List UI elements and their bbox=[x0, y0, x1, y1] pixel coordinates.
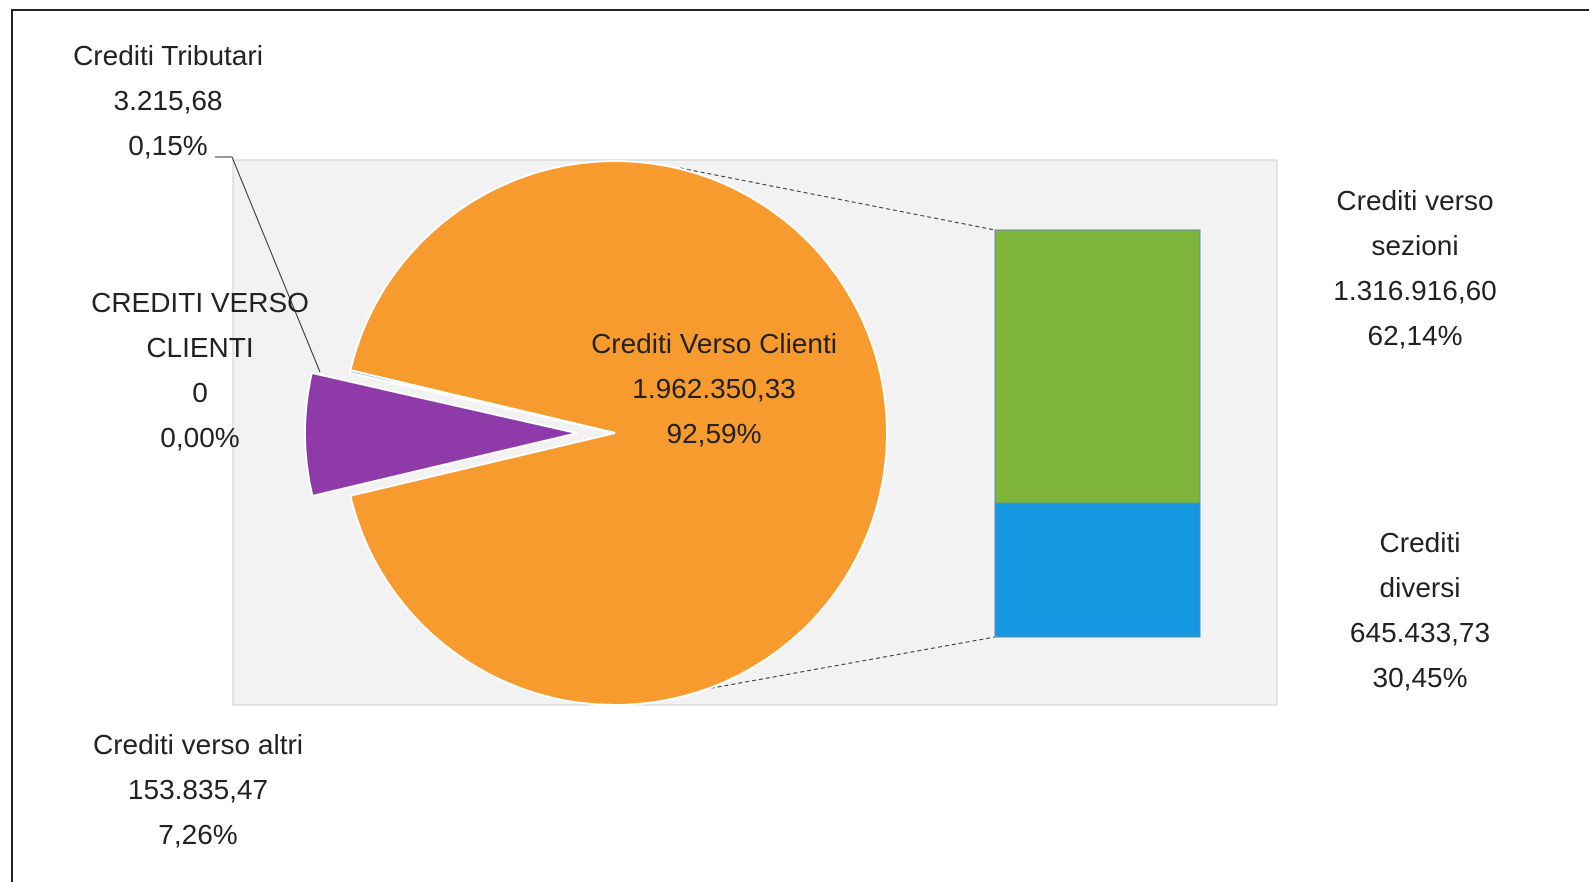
label-line: Crediti Verso Clienti bbox=[591, 328, 837, 359]
bar-segment bbox=[994, 502, 1201, 638]
label-line: 0,00% bbox=[160, 422, 240, 453]
data-label: Crediti verso sezioni 1.316.916,60 62,14% bbox=[1305, 178, 1525, 358]
label-line: Crediti verso altri bbox=[92, 729, 304, 760]
label-line: 0 bbox=[192, 377, 208, 408]
label-line: 92,59% bbox=[666, 418, 762, 449]
data-label: Crediti verso altri 153.835,47 7,26% bbox=[93, 722, 303, 857]
label-line: Crediti verso sezioni bbox=[1336, 185, 1494, 261]
data-label: Crediti Verso Clienti 1.962.350,33 92,59% bbox=[591, 321, 837, 456]
label-line: 153.835,47 bbox=[127, 774, 269, 805]
pie-slice bbox=[304, 371, 578, 498]
label-line: 0,15% bbox=[128, 130, 208, 161]
connector bbox=[679, 167, 996, 231]
label-line: 1.962.350,33 bbox=[632, 373, 796, 404]
label-line: Crediti Tributari bbox=[73, 40, 263, 71]
label-line: 645.433,73 bbox=[1349, 617, 1491, 648]
data-label: Crediti Tributari 3.215,68 0,15% bbox=[73, 33, 263, 168]
data-label: CREDITI VERSO CLIENTI 0 0,00% bbox=[80, 280, 320, 460]
label-line: Crediti diversi bbox=[1379, 527, 1461, 603]
bar-segment bbox=[994, 229, 1201, 504]
label-line: CREDITI VERSO CLIENTI bbox=[91, 287, 309, 363]
label-line: 3.215,68 bbox=[113, 85, 223, 116]
data-label: Crediti diversi 645.433,73 30,45% bbox=[1336, 520, 1505, 700]
label-line: 1.316.916,60 bbox=[1333, 275, 1497, 306]
label-line: 7,26% bbox=[158, 819, 238, 850]
label-line: 30,45% bbox=[1372, 662, 1468, 693]
pie-slice bbox=[349, 160, 888, 706]
leader-line bbox=[215, 156, 321, 373]
connector bbox=[689, 636, 996, 693]
label-line: 62,14% bbox=[1367, 320, 1463, 351]
